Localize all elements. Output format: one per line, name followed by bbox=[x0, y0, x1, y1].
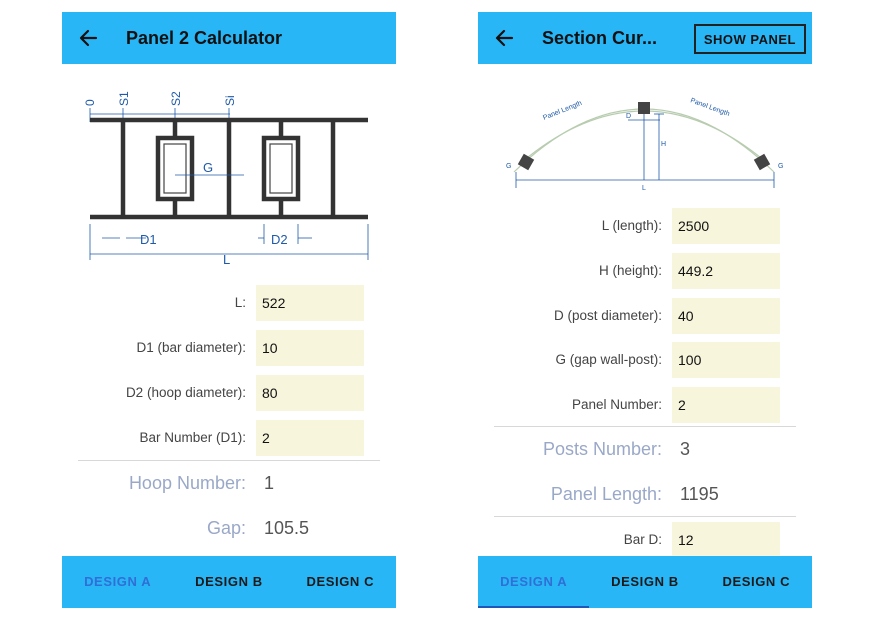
result-value: 3 bbox=[680, 439, 691, 459]
bottom-tab-bar: DESIGN A DESIGN B DESIGN C bbox=[62, 556, 396, 608]
field-label: G (gap wall-post): bbox=[555, 352, 662, 367]
panel-number-input[interactable]: 2 bbox=[672, 387, 780, 423]
section-curve-screen: Section Cur... SHOW PANEL Panel Length P… bbox=[478, 12, 812, 608]
field-d2: D2 (hoop diameter): 80 bbox=[62, 375, 396, 411]
result-posts-number: Posts Number: 3 bbox=[478, 431, 812, 467]
label-g: G bbox=[203, 160, 213, 175]
field-bar-number: Bar Number (D1): 2 bbox=[62, 420, 396, 456]
field-d1: D1 (bar diameter): 10 bbox=[62, 330, 396, 366]
label-g-left: G bbox=[506, 163, 511, 170]
label-d1: D1 bbox=[140, 232, 157, 247]
result-hoop-number: Hoop Number: 1 bbox=[62, 465, 396, 501]
field-bar-d: Bar D: 12 bbox=[478, 522, 812, 558]
result-value: 105.5 bbox=[264, 518, 310, 538]
result-label: Panel Length: bbox=[550, 484, 662, 504]
label-l: L bbox=[642, 185, 646, 192]
result-panel-length: Panel Length: 1195 bbox=[478, 476, 812, 512]
label-s2: S2 bbox=[169, 91, 183, 106]
length-input[interactable]: 2500 bbox=[672, 208, 780, 244]
field-label: L: bbox=[234, 295, 246, 310]
bottom-tab-bar: DESIGN A DESIGN B DESIGN C bbox=[478, 556, 812, 608]
result-label: Posts Number: bbox=[542, 439, 662, 459]
post-diameter-input[interactable]: 40 bbox=[672, 298, 780, 334]
app-bar: Panel 2 Calculator bbox=[62, 12, 396, 64]
label-g-right: G bbox=[778, 163, 783, 170]
divider bbox=[494, 426, 796, 427]
field-label: Bar D: bbox=[623, 532, 662, 547]
label-panel-length-left: Panel Length bbox=[542, 100, 583, 122]
tab-design-b[interactable]: DESIGN B bbox=[611, 574, 679, 589]
field-panel-number: Panel Number: 2 bbox=[478, 387, 812, 423]
app-bar: Section Cur... SHOW PANEL bbox=[478, 12, 812, 64]
divider bbox=[494, 516, 796, 517]
label-d2: D2 bbox=[271, 232, 288, 247]
divider bbox=[78, 460, 380, 461]
tab-design-b[interactable]: DESIGN B bbox=[195, 574, 263, 589]
page-title: Section Cur... bbox=[542, 27, 658, 48]
result-gap: Gap: 105.5 bbox=[62, 510, 396, 546]
field-gap-wall-post: G (gap wall-post): 100 bbox=[478, 342, 812, 378]
label-panel-length-right: Panel Length bbox=[689, 97, 730, 118]
l-input[interactable]: 522 bbox=[256, 285, 364, 321]
panel-diagram: 0 S1 S2 Si bbox=[83, 91, 369, 267]
result-value: 1 bbox=[264, 473, 275, 493]
tab-design-c[interactable]: DESIGN C bbox=[722, 574, 791, 589]
field-label: L (length): bbox=[601, 218, 662, 233]
show-panel-button[interactable]: SHOW PANEL bbox=[693, 24, 806, 54]
tab-design-c[interactable]: DESIGN C bbox=[306, 574, 375, 589]
label-h: H bbox=[661, 141, 666, 148]
bar-number-input[interactable]: 2 bbox=[256, 420, 364, 456]
field-length: L (length): 2500 bbox=[478, 208, 812, 244]
label-0: 0 bbox=[83, 99, 97, 106]
label-s1: S1 bbox=[117, 91, 131, 106]
panel-2-calculator-screen: Panel 2 Calculator 0 S1 S2 Si bbox=[62, 12, 396, 608]
field-post-diameter: D (post diameter): 40 bbox=[478, 298, 812, 334]
back-arrow-icon[interactable] bbox=[492, 26, 516, 50]
label-l: L bbox=[223, 252, 230, 267]
tab-design-a[interactable]: DESIGN A bbox=[500, 574, 568, 589]
d2-input[interactable]: 80 bbox=[256, 375, 364, 411]
back-arrow-icon[interactable] bbox=[76, 26, 100, 50]
active-tab-indicator bbox=[478, 606, 590, 608]
bar-d-input[interactable]: 12 bbox=[672, 522, 780, 558]
field-l: L: 522 bbox=[62, 285, 396, 321]
section-curve-diagram: Panel Length Panel Length D H G G L bbox=[506, 97, 783, 192]
field-label: D1 (bar diameter): bbox=[136, 340, 246, 355]
d1-input[interactable]: 10 bbox=[256, 330, 364, 366]
field-label: D (post diameter): bbox=[553, 308, 662, 323]
page-title: Panel 2 Calculator bbox=[126, 27, 283, 48]
field-label: D2 (hoop diameter): bbox=[125, 385, 246, 400]
label-si: Si bbox=[223, 95, 237, 106]
field-label: Bar Number (D1): bbox=[139, 430, 246, 445]
result-label: Hoop Number: bbox=[128, 473, 246, 493]
field-height: H (height): 449.2 bbox=[478, 253, 812, 289]
label-d: D bbox=[626, 113, 631, 120]
tab-design-a[interactable]: DESIGN A bbox=[84, 574, 152, 589]
field-label: H (height): bbox=[598, 263, 662, 278]
result-value: 1195 bbox=[680, 484, 719, 504]
field-label: Panel Number: bbox=[571, 397, 662, 412]
result-label: Gap: bbox=[206, 518, 246, 538]
gap-wall-post-input[interactable]: 100 bbox=[672, 342, 780, 378]
height-input[interactable]: 449.2 bbox=[672, 253, 780, 289]
